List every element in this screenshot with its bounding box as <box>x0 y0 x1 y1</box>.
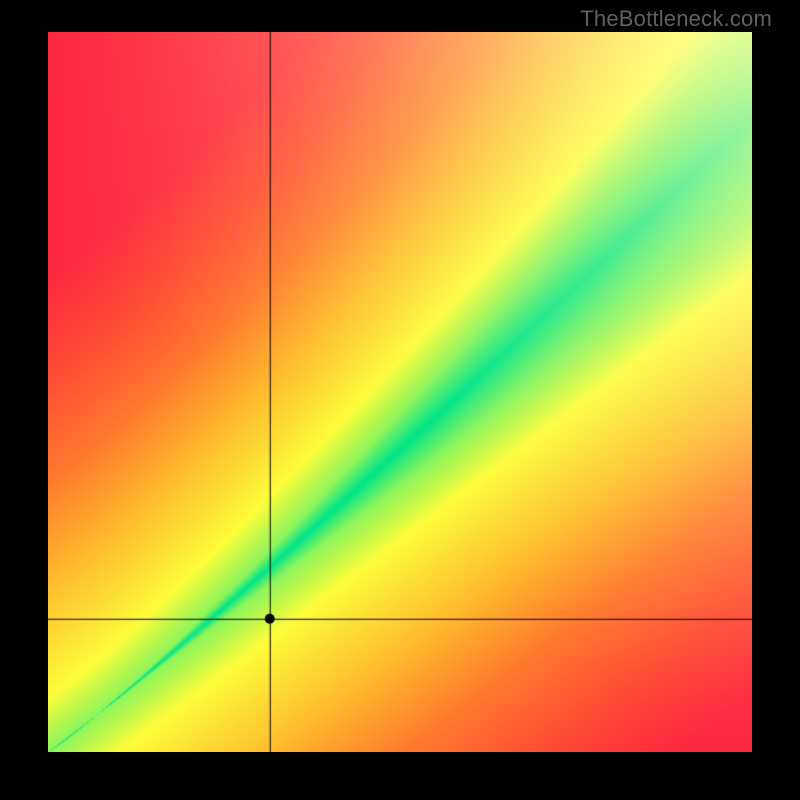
bottleneck-heatmap <box>48 32 752 752</box>
watermark-text: TheBottleneck.com <box>580 6 772 32</box>
heatmap-canvas <box>48 32 752 752</box>
